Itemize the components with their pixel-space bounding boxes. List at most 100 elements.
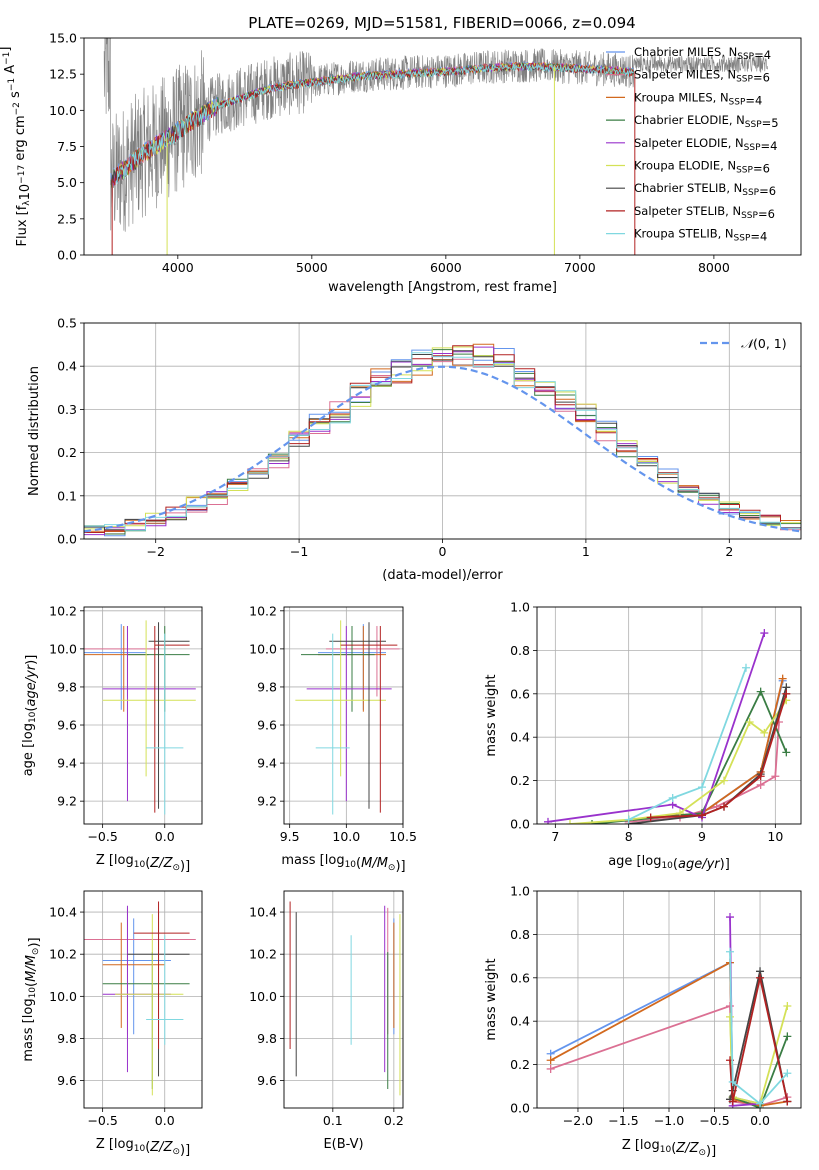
weight-marker: [546, 1056, 555, 1065]
y-tick-label: 0.2: [510, 773, 530, 788]
y-tick-label: 0.4: [57, 359, 77, 374]
weight-marker: [771, 772, 780, 781]
y-tick-label: 0.4: [510, 730, 530, 745]
axes-frame: [83, 322, 802, 540]
x-tick-label: 9.5: [280, 829, 300, 844]
x-tick-label: −1.5: [608, 1113, 638, 1128]
weight-marker: [783, 1032, 792, 1041]
y-tick-label: 10.0: [249, 989, 277, 1004]
y-tick-label: 10.2: [49, 603, 77, 618]
y-tick-label: 10.2: [249, 603, 277, 618]
y-tick-label: 0.0: [510, 1101, 530, 1116]
y-tick-label: 10.0: [49, 641, 77, 656]
axes-frame: [536, 606, 802, 825]
x-axis-label: Z [log10(Z/Z⊙)]: [622, 1138, 716, 1159]
weight-line: [591, 689, 788, 824]
axes-frame: [283, 606, 404, 825]
y-tick-label: 1.0: [510, 600, 530, 615]
weight-marker: [760, 629, 769, 638]
x-tick-label: 0.0: [750, 1113, 770, 1128]
x-tick-label: 0: [439, 544, 447, 559]
axes-frame: [83, 37, 802, 256]
weight-line: [569, 699, 788, 824]
weight-marker: [588, 820, 596, 824]
x-axis-label: wavelength [Angstrom, rest frame]: [328, 280, 557, 295]
x-axis-label: mass [log10(M/M⊙)]: [281, 853, 405, 874]
weight-marker: [624, 815, 633, 824]
weight-line: [547, 632, 766, 823]
x-axis-label: Z [log10(Z/Z⊙)]: [96, 853, 190, 874]
weight-marker: [782, 748, 791, 757]
x-tick-label: −2.0: [563, 1113, 593, 1128]
y-tick-label: 9.8: [257, 679, 277, 694]
weight-marker: [783, 1097, 792, 1106]
x-tick-label: 8000: [698, 260, 730, 275]
x-tick-label: −1.0: [654, 1113, 684, 1128]
y-tick-label: 9.6: [257, 1073, 277, 1088]
plot-area-weight-vs-Z: [546, 913, 792, 1108]
x-tick-label: 2: [725, 544, 733, 559]
y-axis-label: age [log10(age/yr)]: [21, 655, 39, 777]
x-tick-label: −0.5: [87, 1113, 117, 1128]
legend-label: Chabrier ELODIE, NSSP=5: [634, 113, 779, 130]
x-tick-label: 0.0: [155, 1113, 175, 1128]
panel-weight-vs-Z: −2.0 −1.5 −1.0 −0.5 0.0 0.0 0.2 0.4 0.6 0.8 1.0 mas…: [484, 884, 802, 1159]
legend-label: Kroupa STELIB, NSSP=4: [634, 227, 767, 244]
y-tick-label: 0.0: [57, 248, 77, 263]
x-tick-label: 10.0: [332, 829, 360, 844]
y-axis-label: mass weight: [484, 958, 499, 1040]
legend-label: Kroupa ELODIE, NSSP=6: [634, 159, 770, 176]
model-spectrum-line: [113, 62, 634, 186]
x-tick-label: 8: [625, 829, 633, 844]
y-tick-label: 2.5: [57, 211, 77, 226]
weight-marker: [756, 780, 765, 789]
weight-marker: [760, 728, 769, 737]
y-tick-label: 0.6: [510, 970, 530, 985]
y-axis-label: mass weight: [484, 674, 499, 756]
y-tick-label: 0.8: [510, 643, 530, 658]
data-spectrum: [103, 38, 768, 232]
legend-label: Salpeter STELIB, NSSP=6: [634, 204, 775, 221]
x-tick-label: 0.0: [155, 829, 175, 844]
y-tick-label: 0.2: [510, 1057, 530, 1072]
weight-marker: [566, 820, 574, 824]
y-axis-label: Flux [fλ10−17 erg cm−2 s−1 A−1]: [0, 47, 33, 247]
x-tick-label: 4000: [162, 260, 194, 275]
y-tick-label: 9.6: [57, 718, 77, 733]
x-tick-label: 5000: [296, 260, 328, 275]
axes-frame: [536, 890, 802, 1109]
weight-marker: [546, 1064, 555, 1073]
panel-spectrum: 4000 5000 6000 7000 8000 0.0 2.5 5.0 7.5 10.0 12.5…: [0, 31, 802, 295]
x-tick-label: 9: [698, 829, 706, 844]
y-tick-label: 9.6: [257, 718, 277, 733]
panel-weight-vs-age: 7 8 9 10 0.0 0.2 0.4 0.6 0.8 1.0 mass weight age [l…: [484, 600, 802, 872]
plot-area-weight-vs-age: [544, 629, 791, 824]
x-tick-label: 0.1: [323, 1113, 343, 1128]
x-tick-label: 10: [767, 829, 783, 844]
weight-marker: [778, 674, 787, 683]
weight-marker: [756, 772, 765, 781]
y-tick-label: 0.0: [57, 532, 77, 547]
figure-title: PLATE=0269, MJD=51581, FIBERID=0066, z=0…: [248, 14, 635, 32]
y-tick-label: 15.0: [49, 31, 77, 46]
weight-marker: [698, 783, 706, 792]
y-tick-label: 9.4: [257, 756, 277, 771]
axes-frame: [83, 890, 203, 1109]
panel-mass-vs-EBV: 0.1 0.2 9.6 9.8 10.0 10.2 10.4 E(B-V): [249, 890, 404, 1152]
weight-marker: [668, 793, 677, 802]
weight-marker: [756, 1099, 765, 1108]
legend-label: Salpeter MILES, NSSP=6: [634, 68, 770, 85]
normal-distribution-curve: [84, 365, 801, 533]
x-tick-label: 1: [582, 544, 590, 559]
y-tick-label: 10.4: [49, 905, 77, 920]
x-tick-label: −1: [290, 544, 308, 559]
y-tick-label: 12.5: [49, 67, 77, 82]
x-tick-label: 7000: [564, 260, 596, 275]
plot-area-spectrum: [103, 38, 768, 255]
x-axis-label: E(B-V): [323, 1137, 363, 1152]
legend-label: Chabrier MILES, NSSP=4: [634, 45, 771, 62]
y-tick-label: 0.8: [510, 927, 530, 942]
weight-marker: [646, 813, 655, 822]
y-tick-label: 10.0: [49, 103, 77, 118]
panel-residuals: −2 −1 0 1 2 0.0 0.1 0.2 0.3 0.4 0.5 (data-model)/er…: [27, 316, 802, 583]
